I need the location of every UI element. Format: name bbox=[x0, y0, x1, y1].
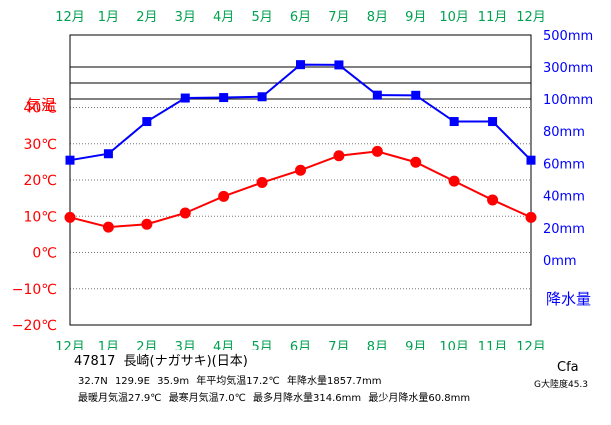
month-label-top: 8月 bbox=[367, 10, 388, 25]
temperature-point bbox=[102, 221, 114, 233]
temperature-tick-label: 30℃ bbox=[23, 137, 57, 153]
temperature-point bbox=[487, 194, 499, 206]
temperature-point bbox=[410, 156, 422, 168]
month-label-bottom: 6月 bbox=[290, 340, 311, 350]
latitude: 32.7N bbox=[78, 376, 108, 387]
temperature-tick-label: 0℃ bbox=[32, 246, 57, 262]
month-label-top: 9月 bbox=[405, 10, 426, 25]
precipitation-axis-title: 降水量 bbox=[546, 290, 591, 308]
precipitation-tick-label: 500mm bbox=[543, 29, 593, 44]
temperature-tick-label: 10℃ bbox=[23, 209, 57, 225]
precipitation-point bbox=[296, 60, 305, 70]
month-label-bottom: 1月 bbox=[98, 340, 119, 350]
temperature-point bbox=[64, 211, 76, 223]
month-label-bottom: 11月 bbox=[478, 340, 508, 350]
temperature-tick-label: −10℃ bbox=[12, 282, 57, 298]
precipitation-point bbox=[411, 90, 421, 100]
precipitation-point bbox=[142, 117, 152, 127]
temperature-tick-label: 20℃ bbox=[23, 173, 57, 189]
temperature-point bbox=[179, 207, 191, 219]
continentality: G大陸度45.3 bbox=[534, 380, 589, 390]
precipitation-point bbox=[449, 117, 459, 127]
month-label-bottom: 8月 bbox=[367, 340, 388, 350]
precipitation-tick-label: 40mm bbox=[543, 190, 585, 205]
precipitation-point bbox=[219, 93, 229, 103]
precipitation-point bbox=[180, 93, 190, 103]
precipitation-tick-label: 0mm bbox=[543, 254, 577, 269]
bottom-month-labels: 12月 1月 2月 3月 4月 5月 6月 7月 8月 9月 10月 11月 12月 bbox=[55, 340, 546, 350]
top-month-labels: 12月 1月 2月 3月 4月 5月 6月 7月 8月 9月 10月 11月 12月 bbox=[55, 10, 546, 25]
precipitation-point bbox=[372, 90, 382, 100]
precipitation-tick-label: 60mm bbox=[543, 157, 585, 172]
precipitation-point bbox=[488, 117, 498, 127]
station-name: 長崎(ナガサキ)(日本) bbox=[123, 354, 248, 369]
precipitation-line bbox=[69, 63, 532, 162]
month-label-bottom: 4月 bbox=[213, 340, 234, 350]
precipitation-tick-label: 80mm bbox=[543, 125, 585, 140]
month-label-top: 4月 bbox=[213, 10, 234, 25]
coldest-month-temperature: 最寒月気温7.0℃ bbox=[168, 393, 246, 404]
temperature-tick-labels: 40℃ 30℃ 20℃ 10℃ 0℃ −10℃ −20℃ bbox=[12, 101, 57, 335]
month-label-bottom: 2月 bbox=[136, 340, 157, 350]
month-label-bottom: 9月 bbox=[405, 340, 426, 350]
temperature-point bbox=[141, 218, 153, 230]
month-label-top: 6月 bbox=[290, 10, 311, 25]
month-label-top: 1月 bbox=[98, 10, 119, 25]
grid-lines bbox=[70, 66, 531, 290]
temperature-tick-label: 40℃ bbox=[23, 101, 57, 117]
temperature-point bbox=[333, 150, 345, 162]
station-line: 47817 長崎(ナガサキ)(日本) bbox=[74, 350, 252, 369]
stats-line-1: 32.7N 129.9E 35.9m 年平均気温17.2℃ 年降水量1857.7… bbox=[78, 372, 385, 387]
month-label-top: 2月 bbox=[136, 10, 157, 25]
driest-month-precipitation: 最少月降水量60.8mm bbox=[368, 393, 471, 404]
precipitation-point bbox=[334, 60, 344, 70]
temperature-point bbox=[218, 190, 230, 202]
temperature-axis-title: 気温 bbox=[26, 96, 56, 114]
precipitation-tick-label: 100mm bbox=[543, 93, 593, 108]
precipitation-point bbox=[65, 155, 75, 165]
month-label-top: 5月 bbox=[251, 10, 272, 25]
longitude: 129.9E bbox=[114, 376, 150, 387]
month-label-top: 12月 bbox=[55, 10, 85, 25]
annual-precipitation: 年降水量1857.7mm bbox=[286, 376, 382, 387]
precipitation-point bbox=[526, 155, 536, 165]
month-label-bottom: 5月 bbox=[251, 340, 272, 350]
precipitation-tick-label: 300mm bbox=[543, 61, 593, 76]
precipitation-point bbox=[103, 149, 113, 159]
month-label-bottom: 7月 bbox=[328, 340, 349, 350]
temperature-point bbox=[448, 175, 460, 187]
series-layer bbox=[64, 60, 537, 233]
koppen-class: Cfa bbox=[557, 360, 579, 375]
elevation: 35.9m bbox=[157, 376, 190, 387]
month-label-top: 11月 bbox=[478, 10, 508, 25]
month-label-top: 12月 bbox=[516, 10, 546, 25]
month-label-bottom: 10月 bbox=[439, 340, 469, 350]
temperature-point bbox=[256, 177, 268, 189]
warmest-month-temperature: 最暖月気温27.9℃ bbox=[78, 393, 162, 404]
precipitation-point bbox=[257, 92, 267, 102]
month-label-top: 3月 bbox=[175, 10, 196, 25]
temperature-point bbox=[525, 211, 537, 223]
month-label-top: 7月 bbox=[328, 10, 349, 25]
station-id: 47817 bbox=[74, 354, 116, 369]
annual-mean-temperature: 年平均気温17.2℃ bbox=[196, 376, 280, 387]
precipitation-tick-label: 20mm bbox=[543, 222, 585, 237]
month-label-bottom: 12月 bbox=[516, 340, 546, 350]
temperature-tick-label: −20℃ bbox=[12, 318, 57, 334]
temperature-point bbox=[371, 145, 383, 157]
stats-line-2: 最暖月気温27.9℃ 最寒月気温7.0℃ 最多月降水量314.6mm 最少月降水… bbox=[78, 389, 474, 404]
month-label-bottom: 12月 bbox=[55, 340, 85, 350]
month-label-bottom: 3月 bbox=[175, 340, 196, 350]
month-label-top: 10月 bbox=[439, 10, 469, 25]
wettest-month-precipitation: 最多月降水量314.6mm bbox=[253, 393, 362, 404]
temperature-point bbox=[295, 164, 306, 176]
precipitation-tick-labels: 500mm 300mm 100mm 80mm 60mm 40mm 20mm 0mm bbox=[543, 29, 593, 269]
plot-frame bbox=[69, 34, 532, 326]
climate-chart: 12月 1月 2月 3月 4月 5月 6月 7月 8月 9月 10月 11月 12月 12月 1月 2月 3月… bbox=[12, 10, 593, 350]
